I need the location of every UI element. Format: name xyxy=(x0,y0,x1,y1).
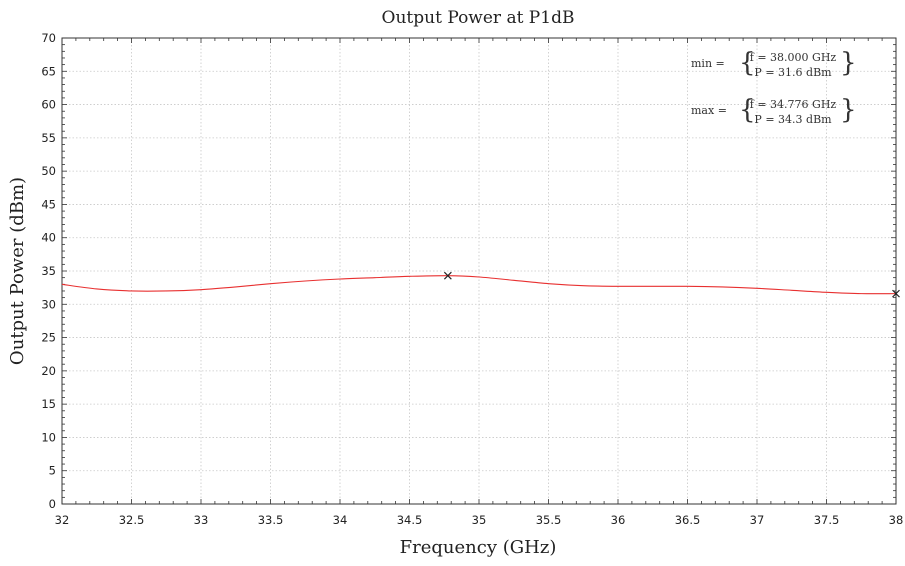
y-tick-label: 70 xyxy=(41,31,56,45)
y-tick-label: 30 xyxy=(41,297,56,311)
chart-title: Output Power at P1dB xyxy=(382,8,575,28)
y-tick-label: 10 xyxy=(41,430,56,444)
max-brace-right: } xyxy=(840,95,857,125)
x-tick-label: 38 xyxy=(889,513,904,527)
x-tick-label: 37.5 xyxy=(814,513,840,527)
y-tick-label: 55 xyxy=(41,131,56,145)
y-tick-label: 35 xyxy=(41,264,56,278)
x-tick-label: 37 xyxy=(750,513,765,527)
min-annotation: min = { f = 38.000 GHz P = 31.6 dBm } xyxy=(691,48,857,79)
x-axis-label: Frequency (GHz) xyxy=(400,537,557,558)
x-tick-label: 36.5 xyxy=(675,513,701,527)
x-tick-label: 34.5 xyxy=(397,513,423,527)
max-frequency: f = 34.776 GHz xyxy=(750,98,837,111)
x-tick-label: 36 xyxy=(611,513,626,527)
y-tick-label: 65 xyxy=(41,64,56,78)
y-tick-label: 40 xyxy=(41,231,56,245)
series-line xyxy=(61,275,897,295)
y-tick-label: 60 xyxy=(41,98,56,112)
y-tick-label: 45 xyxy=(41,197,56,211)
x-tick-label: 32 xyxy=(55,513,70,527)
y-tick-label: 0 xyxy=(49,497,56,511)
axes: 32 32.5 33 33.5 34 34.5 35 35.5 36 36.5 37 37.5 38 0 5… xyxy=(41,31,903,527)
x-tick-label: 33.5 xyxy=(258,513,284,527)
min-power: P = 31.6 dBm xyxy=(754,66,832,79)
min-marker xyxy=(892,289,900,298)
grid xyxy=(62,38,896,504)
x-tick-label: 33 xyxy=(194,513,209,527)
x-tick-label: 32.5 xyxy=(119,513,145,527)
max-label: max = xyxy=(691,104,727,117)
x-tick-label: 34 xyxy=(333,513,348,527)
series-layer xyxy=(61,275,897,295)
min-frequency: f = 38.000 GHz xyxy=(750,51,837,64)
max-brace-left: { xyxy=(739,95,756,125)
y-tick-label: 25 xyxy=(41,331,56,345)
max-annotation: max = { f = 34.776 GHz P = 34.3 dBm } xyxy=(691,95,857,126)
x-tick-label: 35.5 xyxy=(536,513,562,527)
max-power: P = 34.3 dBm xyxy=(754,113,832,126)
min-marker-stroke-b xyxy=(892,289,900,298)
min-brace-right: } xyxy=(840,48,857,78)
y-axis-label: Output Power (dBm) xyxy=(7,177,28,365)
y-tick-label: 15 xyxy=(41,397,56,411)
marker-layer xyxy=(443,271,900,298)
y-tick-label: 50 xyxy=(41,164,56,178)
x-tick-label: 35 xyxy=(472,513,487,527)
max-marker-stroke-b xyxy=(443,271,452,280)
max-marker xyxy=(443,271,452,280)
y-tick-label: 20 xyxy=(41,364,56,378)
min-brace-left: { xyxy=(739,48,756,78)
min-label: min = xyxy=(691,57,725,70)
y-tick-label: 5 xyxy=(49,464,56,478)
